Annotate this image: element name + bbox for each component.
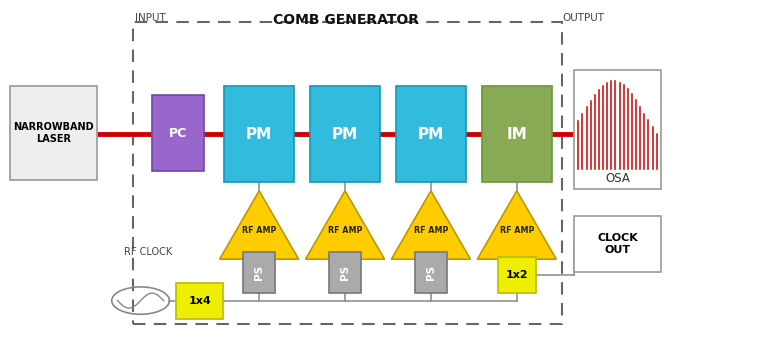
Text: NARROWBAND
LASER: NARROWBAND LASER <box>13 122 94 144</box>
Text: INPUT: INPUT <box>135 13 166 23</box>
Polygon shape <box>306 191 385 259</box>
Text: PS: PS <box>426 265 436 280</box>
Text: CLOCK
OUT: CLOCK OUT <box>597 233 638 255</box>
Text: RF AMP: RF AMP <box>413 226 448 235</box>
Bar <box>176 283 223 319</box>
Bar <box>415 252 447 293</box>
Text: PC: PC <box>169 127 187 140</box>
Text: 1x2: 1x2 <box>505 270 528 280</box>
Bar <box>574 70 661 189</box>
Text: PM: PM <box>418 127 444 141</box>
Text: RF CLOCK: RF CLOCK <box>124 247 173 257</box>
Text: IM: IM <box>506 127 527 141</box>
Bar <box>224 86 294 182</box>
Polygon shape <box>477 191 556 259</box>
Bar <box>133 22 562 324</box>
Text: OUTPUT: OUTPUT <box>562 13 604 23</box>
Text: COMB GENERATOR: COMB GENERATOR <box>273 13 419 27</box>
Bar <box>498 257 536 293</box>
Bar <box>574 216 661 272</box>
Text: PS: PS <box>254 265 264 280</box>
Text: PS: PS <box>340 265 350 280</box>
Text: RF AMP: RF AMP <box>328 226 363 235</box>
Text: OSA: OSA <box>605 172 630 185</box>
Bar <box>482 86 552 182</box>
Text: RF AMP: RF AMP <box>242 226 277 235</box>
Text: PM: PM <box>332 127 358 141</box>
Bar <box>329 252 361 293</box>
Bar <box>396 86 466 182</box>
Bar <box>10 86 97 180</box>
Bar <box>243 252 275 293</box>
Text: 1x4: 1x4 <box>188 296 211 306</box>
Polygon shape <box>391 191 470 259</box>
Bar <box>152 95 204 171</box>
Polygon shape <box>220 191 299 259</box>
Text: PM: PM <box>246 127 272 141</box>
Text: RF AMP: RF AMP <box>499 226 534 235</box>
Bar <box>310 86 380 182</box>
